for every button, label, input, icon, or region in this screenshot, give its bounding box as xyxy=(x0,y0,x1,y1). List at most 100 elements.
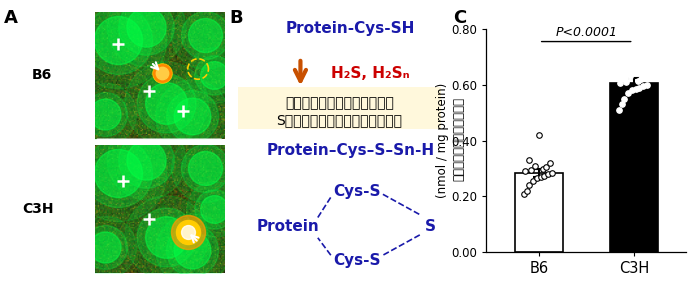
Point xyxy=(182,229,193,234)
Text: Cys-S: Cys-S xyxy=(333,253,381,269)
Point xyxy=(141,25,152,29)
Point xyxy=(621,80,632,84)
Point xyxy=(186,114,197,119)
Point xyxy=(619,63,630,68)
Point xyxy=(634,85,645,90)
Point xyxy=(208,73,219,78)
Point xyxy=(624,74,636,79)
Point xyxy=(160,235,172,239)
Point xyxy=(533,133,545,137)
Point xyxy=(526,168,537,172)
Text: S: S xyxy=(425,219,436,234)
FancyBboxPatch shape xyxy=(237,87,442,129)
Point xyxy=(208,73,219,78)
Point xyxy=(199,166,210,170)
Text: Sがつながったポリサルファイド: Sがつながったポリサルファイド xyxy=(276,113,402,127)
Point xyxy=(630,87,641,91)
Text: C3H: C3H xyxy=(22,202,54,216)
Point xyxy=(632,78,643,83)
Point xyxy=(636,77,647,81)
Point xyxy=(112,171,123,175)
Point xyxy=(160,101,172,106)
Point xyxy=(628,41,639,45)
Point xyxy=(520,169,531,174)
Point xyxy=(633,32,644,37)
Point xyxy=(617,102,628,107)
Point xyxy=(535,175,546,179)
Text: P<0.0001: P<0.0001 xyxy=(555,26,617,39)
Point xyxy=(641,82,652,87)
Point xyxy=(542,172,554,176)
Point xyxy=(522,188,533,193)
Point xyxy=(529,164,540,168)
Point xyxy=(638,84,649,88)
Point xyxy=(141,158,152,163)
Point xyxy=(208,206,219,211)
Point xyxy=(141,25,152,29)
Point xyxy=(112,37,123,42)
Bar xyxy=(515,173,563,252)
Point xyxy=(640,68,651,73)
Text: A: A xyxy=(4,9,18,27)
Point xyxy=(182,229,193,234)
Y-axis label: (nmol / mg protein): (nmol / mg protein) xyxy=(435,83,449,198)
Point xyxy=(199,32,210,37)
Point xyxy=(186,247,197,252)
Point xyxy=(141,25,152,29)
Text: Cys-S: Cys-S xyxy=(333,184,381,199)
Point xyxy=(626,88,638,93)
Point xyxy=(99,111,111,116)
Point xyxy=(112,37,123,42)
Point xyxy=(547,171,558,175)
Point xyxy=(613,108,624,112)
Point xyxy=(622,91,634,95)
Point xyxy=(99,111,111,116)
Point xyxy=(182,229,193,234)
Point xyxy=(182,229,193,234)
Text: Protein–Cys–S–Sn-H: Protein–Cys–S–Sn-H xyxy=(266,143,435,158)
Point xyxy=(208,206,219,211)
Point xyxy=(545,161,556,165)
Text: 脳内ポリサルファイドの量: 脳内ポリサルファイドの量 xyxy=(452,97,465,181)
Point xyxy=(208,206,219,211)
Point xyxy=(156,70,167,75)
Point xyxy=(160,235,172,239)
Bar xyxy=(610,84,657,252)
Point xyxy=(160,101,172,106)
Point xyxy=(112,171,123,175)
Point xyxy=(99,245,111,249)
Point xyxy=(208,73,219,78)
Point xyxy=(619,97,630,101)
Point xyxy=(160,101,172,106)
Point xyxy=(537,166,548,171)
Point xyxy=(141,158,152,163)
Point xyxy=(528,179,539,184)
Point xyxy=(524,183,535,188)
Point xyxy=(518,191,529,196)
Point xyxy=(186,114,197,119)
Text: Protein-Cys-SH: Protein-Cys-SH xyxy=(286,21,415,37)
Point xyxy=(186,114,197,119)
Point xyxy=(541,165,552,169)
Point xyxy=(199,32,210,37)
Point xyxy=(615,81,626,86)
Text: B: B xyxy=(230,9,243,27)
Text: タンパクのシステイン残基に: タンパクのシステイン残基に xyxy=(285,96,394,110)
Point xyxy=(99,111,111,116)
Point xyxy=(112,171,123,175)
Text: C: C xyxy=(453,9,466,27)
Point xyxy=(539,173,550,178)
Point xyxy=(99,245,111,249)
Point xyxy=(182,229,193,234)
Point xyxy=(186,247,197,252)
Text: Protein: Protein xyxy=(257,219,320,234)
Text: H₂S, H₂Sₙ: H₂S, H₂Sₙ xyxy=(331,66,409,81)
Point xyxy=(112,37,123,42)
Point xyxy=(199,166,210,170)
Point xyxy=(99,245,111,249)
Point xyxy=(186,247,197,252)
Point xyxy=(141,158,152,163)
Text: B6: B6 xyxy=(32,68,52,82)
Point xyxy=(531,176,542,181)
Point xyxy=(156,70,167,75)
